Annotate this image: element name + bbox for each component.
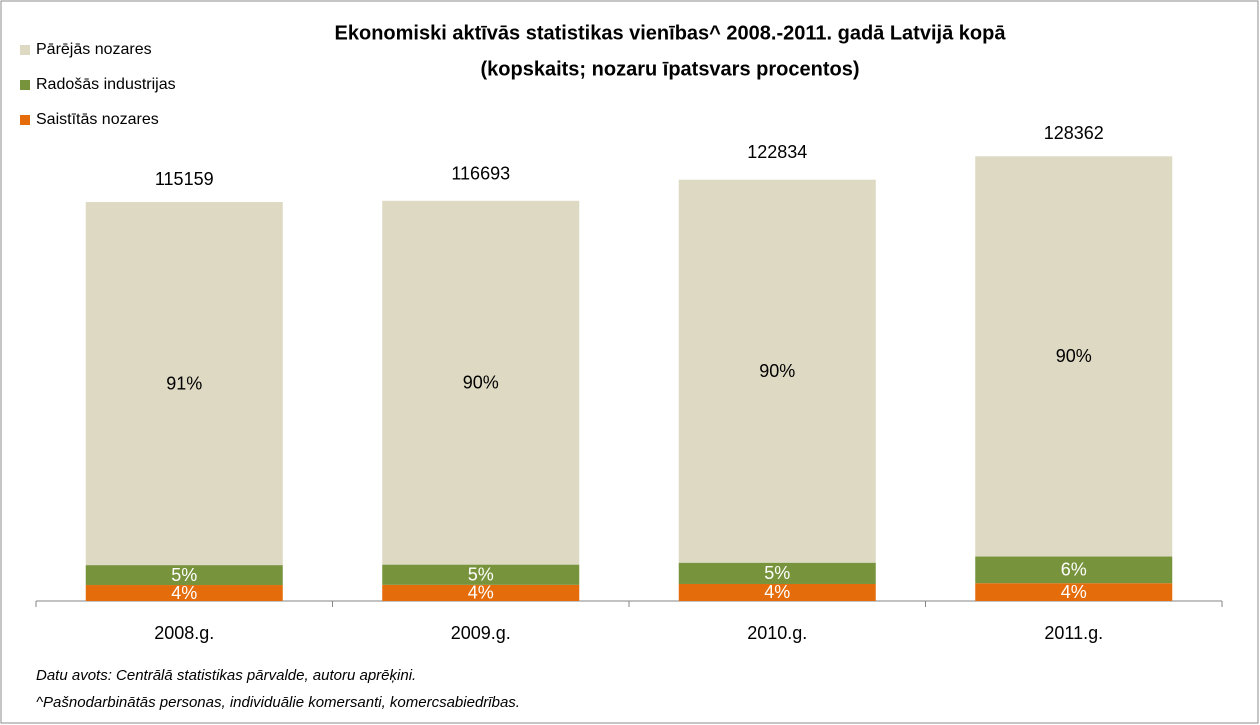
bar-segment (975, 156, 1173, 557)
data-label: 5% (468, 564, 494, 584)
data-label: 4% (1061, 582, 1087, 602)
total-label: 115159 (155, 169, 214, 189)
footnote: ^Pašnodarbinātās personas, individuālie … (36, 694, 520, 711)
bar-segment (975, 583, 1173, 601)
data-label: 90% (759, 361, 795, 381)
bar-segment (85, 585, 283, 601)
bar-segment (678, 562, 876, 584)
chart-subtitle: (kopskaits; nozaru īpatsvars procentos) (481, 58, 860, 80)
x-tick-label: 2008.g. (154, 623, 214, 643)
bar-segment (678, 179, 876, 563)
bar-segment (85, 202, 283, 566)
bar-segment (382, 200, 580, 565)
data-label: 6% (1061, 560, 1087, 580)
data-label: 91% (166, 373, 202, 393)
data-label: 5% (171, 565, 197, 585)
x-tick-label: 2011.g. (1044, 623, 1103, 643)
legend-label: Saistītās nozares (36, 111, 159, 128)
source-note: Datu avots: Centrālā statistikas pārvald… (36, 667, 416, 684)
chart-title: Ekonomiski aktīvās statistikas vienības^… (335, 22, 1007, 44)
data-label: 4% (468, 583, 494, 603)
x-tick-label: 2009.g. (451, 623, 511, 643)
bar-segment (85, 565, 283, 586)
legend-label: Pārējās nozares (36, 41, 152, 58)
bar-segment (975, 556, 1173, 584)
total-label: 122834 (747, 142, 807, 162)
legend-label: Radošās industrijas (36, 76, 176, 93)
data-label: 5% (764, 563, 790, 583)
total-label: 116693 (451, 163, 510, 183)
total-label: 128362 (1044, 123, 1104, 143)
data-label: 90% (1056, 346, 1092, 366)
data-label: 4% (764, 582, 790, 602)
legend-swatch (20, 80, 30, 90)
bar-segment (382, 584, 580, 601)
data-label: 4% (171, 583, 197, 603)
legend-swatch (20, 115, 30, 125)
bar-segment (678, 583, 876, 601)
x-tick-label: 2010.g. (747, 623, 807, 643)
legend-swatch (20, 45, 30, 55)
data-label: 90% (463, 372, 499, 392)
bar-segment (382, 564, 580, 585)
